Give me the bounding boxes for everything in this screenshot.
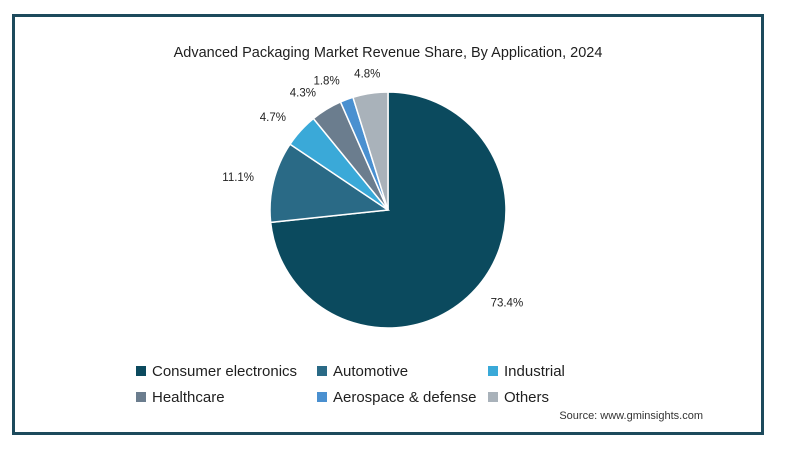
legend-swatch: [317, 366, 327, 376]
legend: Consumer electronics Automotive Industri…: [136, 358, 696, 418]
data-label-aerospace-defense: 1.8%: [313, 76, 339, 88]
legend-label: Aerospace & defense: [333, 388, 477, 406]
data-label-others: 4.8%: [354, 69, 380, 81]
legend-swatch: [488, 392, 498, 402]
data-label-consumer-electronics: 73.4%: [491, 297, 524, 309]
legend-item-automotive: Automotive: [317, 358, 408, 384]
data-label-healthcare: 4.3%: [290, 87, 316, 99]
legend-swatch: [317, 392, 327, 402]
legend-item-industrial: Industrial: [488, 358, 565, 384]
legend-label: Others: [504, 388, 550, 406]
data-label-industrial: 4.7%: [260, 112, 286, 124]
chart-frame: Advanced Packaging Market Revenue Share,…: [12, 14, 764, 435]
pie-slice-others: [352, 91, 389, 211]
legend-swatch: [136, 366, 146, 376]
legend-item-others: Others: [488, 384, 549, 410]
legend-label: Automotive: [333, 362, 409, 380]
legend-label: Consumer electronics: [152, 362, 298, 380]
legend-item-healthcare: Healthcare: [136, 384, 225, 410]
data-label-automotive: 11.1%: [222, 172, 254, 184]
legend-label: Healthcare: [152, 388, 225, 406]
pie-slice-automotive: [269, 143, 391, 224]
legend-label: Industrial: [504, 362, 565, 380]
source-note: Source: www.gminsights.com: [559, 410, 703, 422]
pie-chart: 73.4% 11.1% 4.7% 4.3%1.8% 4.8%: [222, 69, 524, 329]
legend-item-aerospace-defense: Aerospace & defense: [317, 384, 476, 410]
legend-swatch: [136, 392, 146, 402]
legend-item-consumer-electronics: Consumer electronics: [136, 358, 297, 384]
legend-swatch: [488, 366, 498, 376]
chart-title: Advanced Packaging Market Revenue Share,…: [173, 45, 603, 61]
